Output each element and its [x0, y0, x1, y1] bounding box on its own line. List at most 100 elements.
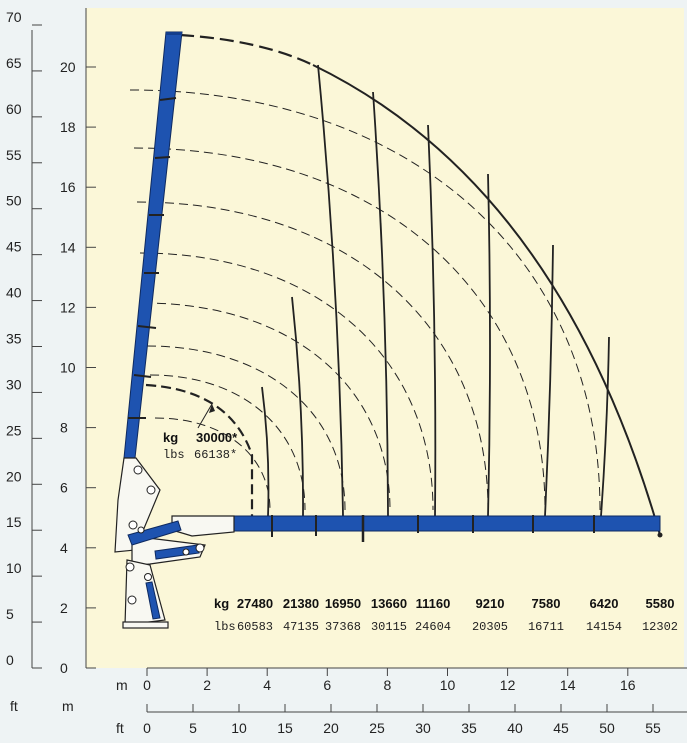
- ft-left-tick-label: 0: [6, 652, 14, 668]
- table-lbs-value: 14154: [586, 620, 622, 634]
- envelope-outer: [312, 64, 661, 536]
- load-arc: [142, 302, 391, 511]
- table-lbs-value: 60583: [237, 620, 273, 634]
- ft-left-tick-label: 65: [6, 55, 22, 71]
- m-left-ticks: 0 2 4 6 8 10 12 14 16 18 20: [60, 59, 96, 676]
- ft-left-tick-label: 10: [6, 560, 22, 576]
- max-capacity-arc: [145, 383, 254, 517]
- radial-line: [427, 124, 437, 517]
- radial-line: [291, 296, 304, 517]
- ft-left-tick-label: 45: [6, 239, 22, 255]
- ft-bottom-tick-label: 50: [599, 720, 615, 736]
- radial-line: [317, 64, 344, 517]
- m-left-tick-label: 0: [60, 660, 68, 676]
- m-left-tick-label: 14: [60, 239, 76, 255]
- ft-bottom-unit: ft: [116, 720, 124, 736]
- ft-left-ticks: 0 5 10 15 20 25 30 35 40 45 50 55 60 65 70: [6, 9, 42, 669]
- ft-left-tick-label: 40: [6, 285, 22, 301]
- table-kg-value: 7580: [532, 596, 561, 611]
- ft-left-tick-label: 20: [6, 468, 22, 484]
- table-lbs-value: 37368: [325, 620, 361, 634]
- envelope-top-dashed: [179, 33, 314, 66]
- ft-left-tick-label: 70: [6, 9, 22, 25]
- radial-line: [372, 91, 389, 517]
- table-kg-value: 13660: [371, 596, 407, 611]
- m-left-tick-label: 18: [60, 119, 76, 135]
- m-left-tick-label: 12: [60, 299, 76, 315]
- max-capacity-pointer: [197, 403, 213, 429]
- table-kg-value: 6420: [590, 596, 619, 611]
- envelope-end-dot: [657, 532, 663, 538]
- m-left-tick-label: 6: [60, 480, 68, 496]
- table-lbs-value: 20305: [472, 620, 508, 634]
- ft-left-tick-label: 50: [6, 193, 22, 209]
- ft-bottom-tick-label: 20: [323, 720, 339, 736]
- load-arc: [129, 89, 601, 511]
- table-kg-value: 9210: [476, 596, 505, 611]
- m-bottom-tick-label: 4: [263, 677, 271, 693]
- crane-base: [114, 457, 235, 629]
- ft-left-tick-label: 60: [6, 101, 22, 117]
- radial-line: [487, 173, 491, 517]
- ft-left-tick-label: 5: [6, 606, 14, 622]
- table-kg-value: 21380: [283, 596, 319, 611]
- m-left-tick-label: 16: [60, 179, 76, 195]
- pointer-arrowhead: [209, 404, 215, 413]
- ft-bottom-tick-label: 10: [231, 720, 247, 736]
- m-bottom-tick-label: 0: [143, 677, 151, 693]
- ft-bottom-tick-label: 45: [553, 720, 569, 736]
- m-bottom-tick-label: 8: [384, 677, 392, 693]
- ft-left-tick-label: 55: [6, 147, 22, 163]
- m-left-tick-label: 2: [60, 600, 68, 616]
- ft-bottom-tick-label: 5: [189, 720, 197, 736]
- radial-line: [261, 386, 270, 517]
- radial-line: [600, 336, 610, 517]
- m-left-unit: m: [62, 698, 74, 714]
- ft-bottom-tick-label: 35: [461, 720, 477, 736]
- m-bottom-tick-label: 2: [203, 677, 211, 693]
- m-bottom-ticks: 0 2 4 6 8 10 12 14 16: [143, 668, 636, 693]
- max-lbs-value: 66138*: [194, 448, 237, 462]
- table-lbs-value: 24604: [415, 620, 451, 634]
- ft-bottom-tick-label: 15: [277, 720, 293, 736]
- m-bottom-tick-label: 10: [440, 677, 456, 693]
- ft-bottom-tick-label: 30: [415, 720, 431, 736]
- radial-lines: [261, 64, 610, 517]
- table-kg-value: 5580: [646, 596, 675, 611]
- ft-left-tick-label: 15: [6, 514, 22, 530]
- ft-bottom-tick-label: 40: [507, 720, 523, 736]
- table-kg-value: 11160: [416, 596, 451, 611]
- load-arc: [136, 201, 489, 511]
- m-left-tick-label: 8: [60, 420, 68, 436]
- load-arc: [133, 147, 546, 511]
- ft-bottom-tick-label: 25: [369, 720, 385, 736]
- max-kg-value: 30000*: [196, 430, 238, 445]
- m-bottom-tick-label: 14: [560, 677, 576, 693]
- ft-left-tick-label: 25: [6, 422, 22, 438]
- load-arc: [139, 252, 434, 511]
- table-kg-value: 16950: [325, 596, 361, 611]
- m-bottom-tick-label: 6: [323, 677, 331, 693]
- table-lbs-label: lbs: [214, 620, 236, 634]
- m-left-tick-label: 20: [60, 59, 76, 75]
- ft-bottom-tick-label: 55: [645, 720, 661, 736]
- radial-line: [544, 244, 554, 517]
- table-kg-label: kg: [214, 596, 229, 611]
- table-lbs-value: 47135: [283, 620, 319, 634]
- ft-bottom-ticks: 0 5 10 15 20 25 30 35 40 45 50 55: [143, 704, 661, 736]
- capacity-table: kg lbs 27480 21380 16950 13660 11160 9210 7580…: [214, 596, 678, 634]
- ft-left-tick-label: 30: [6, 376, 22, 392]
- load-arc: [149, 374, 306, 511]
- m-bottom-unit: m: [116, 677, 128, 693]
- m-left-tick-label: 10: [60, 360, 76, 376]
- ft-bottom-tick-label: 0: [143, 720, 151, 736]
- m-left-tick-label: 4: [60, 540, 68, 556]
- table-lbs-value: 12302: [642, 620, 678, 634]
- table-lbs-value: 30115: [371, 620, 407, 634]
- m-bottom-tick-label: 16: [620, 677, 636, 693]
- m-bottom-tick-label: 12: [500, 677, 516, 693]
- max-kg-label: kg: [163, 430, 178, 445]
- max-lbs-label: lbs: [163, 448, 185, 462]
